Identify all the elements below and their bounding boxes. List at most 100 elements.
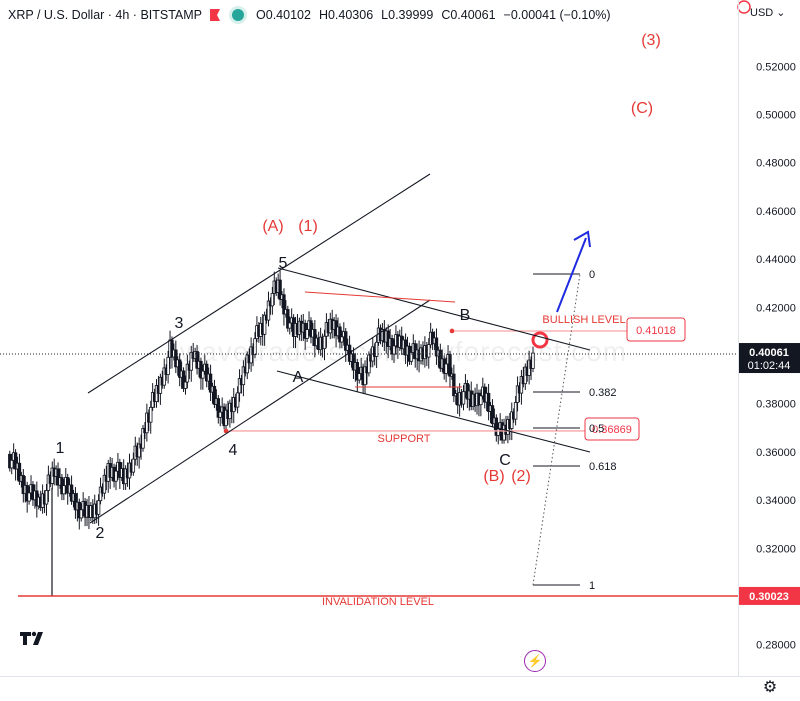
support-anchor <box>223 428 229 434</box>
wave-label: (B) <box>483 468 504 485</box>
wave-label: 4 <box>229 442 238 459</box>
candle-body <box>13 452 18 470</box>
chevron-down-icon: ⌄ <box>776 7 786 19</box>
candle-body <box>282 294 286 315</box>
candle-body <box>278 279 282 300</box>
candle-body <box>216 398 221 418</box>
support-label: SUPPORT <box>378 433 431 445</box>
candle-body <box>183 381 188 389</box>
candle-body <box>141 428 145 449</box>
symbol-title[interactable]: XRP / U.S. Dollar · 4h · BITSTAMP <box>8 8 203 22</box>
ohlc-high: H0.40306 <box>318 8 374 22</box>
candle-body <box>166 356 170 375</box>
candle-body <box>266 300 271 321</box>
candle-body <box>355 362 360 381</box>
candle-body <box>374 341 379 357</box>
candle-body <box>137 443 141 458</box>
wave-label: 3 <box>175 315 184 332</box>
candle-body <box>496 428 500 436</box>
candle-body <box>185 363 190 383</box>
b-wave-top-line <box>304 291 456 303</box>
candle-body <box>10 459 14 469</box>
bullish-value: 0.41018 <box>636 325 676 337</box>
time-axis[interactable] <box>0 676 800 701</box>
alert-marker-icon <box>737 0 751 14</box>
candle-body <box>253 338 257 356</box>
candle-body <box>288 322 292 329</box>
candle-body <box>235 392 240 408</box>
market-status-icon[interactable] <box>232 9 245 21</box>
candle-body <box>181 370 186 389</box>
wedge-upper-line <box>277 267 591 351</box>
ohlc-open: O0.40102 <box>256 8 311 22</box>
fib-diagonal-line <box>532 273 581 586</box>
invalidation-label: INVALIDATION LEVEL <box>322 596 434 608</box>
currency-selector[interactable]: USD ⌄ <box>750 6 786 20</box>
candle-body <box>519 376 524 394</box>
bullish-label: BULLISH LEVEL <box>542 314 625 326</box>
y-tick-label: 0.34000 <box>756 495 796 507</box>
invalidation-price-value: 0.30023 <box>749 591 789 603</box>
y-tick-label: 0.28000 <box>756 640 796 652</box>
candle-body <box>305 329 309 339</box>
candle-body <box>357 373 361 381</box>
candle-body <box>322 335 327 350</box>
candle-body <box>344 331 348 351</box>
candle-body <box>448 354 452 377</box>
candle-body <box>262 314 267 335</box>
candle-body <box>338 326 342 343</box>
candle-body <box>351 353 356 371</box>
candle-body <box>177 359 182 378</box>
candle-body <box>79 509 83 519</box>
gear-icon[interactable]: ⚙ <box>762 679 778 696</box>
lightning-icon[interactable]: ⚡ <box>524 650 546 672</box>
candle-body <box>98 486 103 502</box>
y-tick-label: 0.50000 <box>756 110 796 122</box>
candle-body <box>174 349 178 368</box>
candle-body <box>313 329 317 347</box>
candle-body <box>363 366 367 386</box>
candle-body <box>96 500 101 515</box>
candle-body <box>69 484 74 502</box>
candle-body <box>62 485 66 495</box>
y-tick-label: 0.44000 <box>756 254 796 266</box>
candle-body <box>131 458 136 473</box>
candle-body <box>218 411 222 418</box>
invalidation-price-tag <box>739 586 800 605</box>
wave-label: (C) <box>631 100 653 117</box>
y-tick-label: 0.52000 <box>756 61 796 73</box>
candle-body <box>245 354 249 374</box>
candle-body <box>44 490 49 505</box>
candle-body <box>486 392 491 412</box>
candle-body <box>189 351 193 371</box>
candle-body <box>205 363 209 382</box>
candle-body <box>208 373 213 393</box>
candle-body <box>145 412 149 434</box>
wave-label: A <box>293 369 304 386</box>
bullish-anchor <box>449 328 455 334</box>
candle-body <box>201 370 205 379</box>
wave-label: B <box>460 307 471 324</box>
flag-icon[interactable] <box>210 9 221 21</box>
candle-body <box>461 391 466 405</box>
candle-body <box>479 395 483 406</box>
tradingview-logo-icon[interactable] <box>14 624 50 652</box>
wave-label: 1 <box>56 440 65 457</box>
candle-body <box>162 367 166 386</box>
candle-body <box>241 366 246 386</box>
candle-body <box>309 320 313 338</box>
ohlc-low: L0.39999 <box>381 8 434 22</box>
y-tick-label: 0.46000 <box>756 206 796 218</box>
candle-body <box>531 352 535 369</box>
candle-body <box>27 492 31 502</box>
projection-arrow-line <box>556 237 587 313</box>
wave-label: C <box>499 452 511 469</box>
wave-label: (2) <box>511 468 531 485</box>
candle-body <box>212 385 217 405</box>
candle-body <box>237 378 242 394</box>
channel-lower-line <box>89 299 431 524</box>
candle-body <box>490 405 495 425</box>
wave-label: (3) <box>641 32 661 49</box>
y-tick-label: 0.38000 <box>756 399 796 411</box>
ohlc-close: C0.40061 <box>441 8 496 22</box>
